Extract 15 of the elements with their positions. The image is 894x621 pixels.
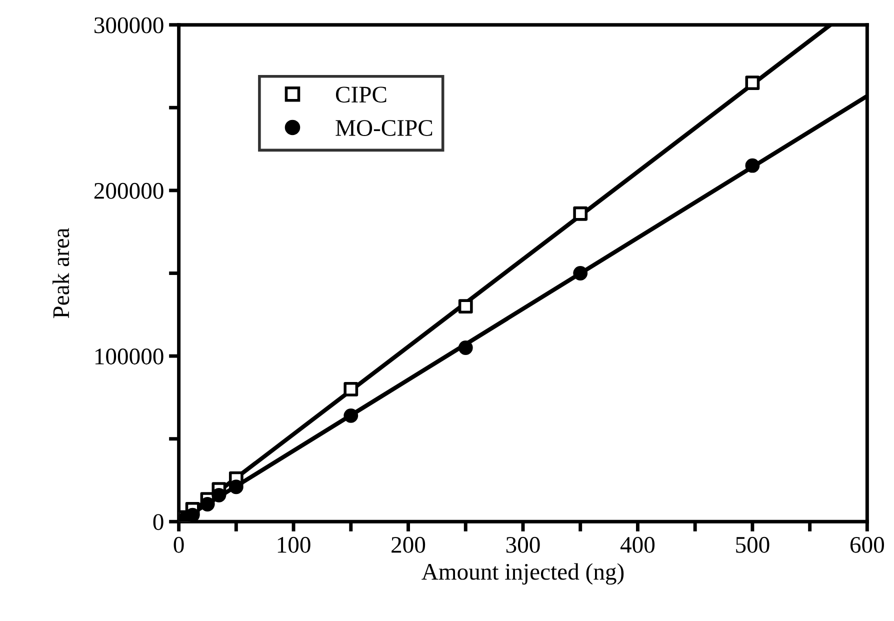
legend-label: CIPC (336, 86, 386, 103)
x-tick-label: 600 (850, 536, 884, 553)
x-tick-label: 0 (174, 536, 184, 553)
y-axis-title: Peak area (52, 228, 70, 318)
x-axis-title: Amount injected (ng) (422, 563, 624, 585)
y-tick-label: 0 (153, 514, 164, 530)
x-tick-label: 100 (278, 536, 310, 553)
legend-label: MO-CIPC (336, 120, 432, 136)
y-tick-label: 100000 (95, 348, 164, 364)
x-tick-label: 200 (392, 536, 426, 553)
x-tick-label: 500 (736, 536, 770, 553)
y-tick-label: 200000 (94, 182, 164, 199)
y-tick-label: 300000 (94, 17, 164, 34)
x-tick-label: 400 (620, 536, 655, 553)
x-tick-label: 300 (506, 536, 540, 553)
